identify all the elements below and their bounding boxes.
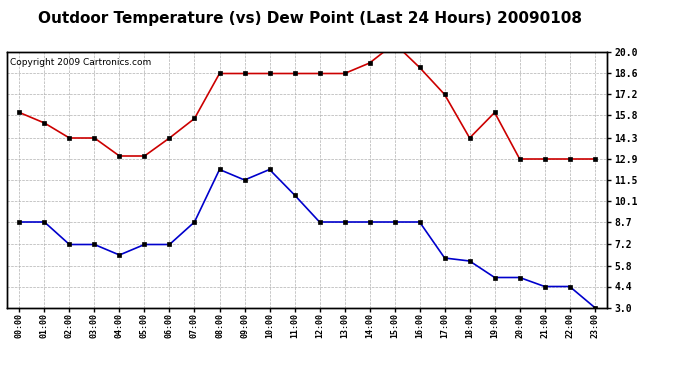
- Text: Copyright 2009 Cartronics.com: Copyright 2009 Cartronics.com: [10, 58, 151, 67]
- Text: Outdoor Temperature (vs) Dew Point (Last 24 Hours) 20090108: Outdoor Temperature (vs) Dew Point (Last…: [39, 11, 582, 26]
